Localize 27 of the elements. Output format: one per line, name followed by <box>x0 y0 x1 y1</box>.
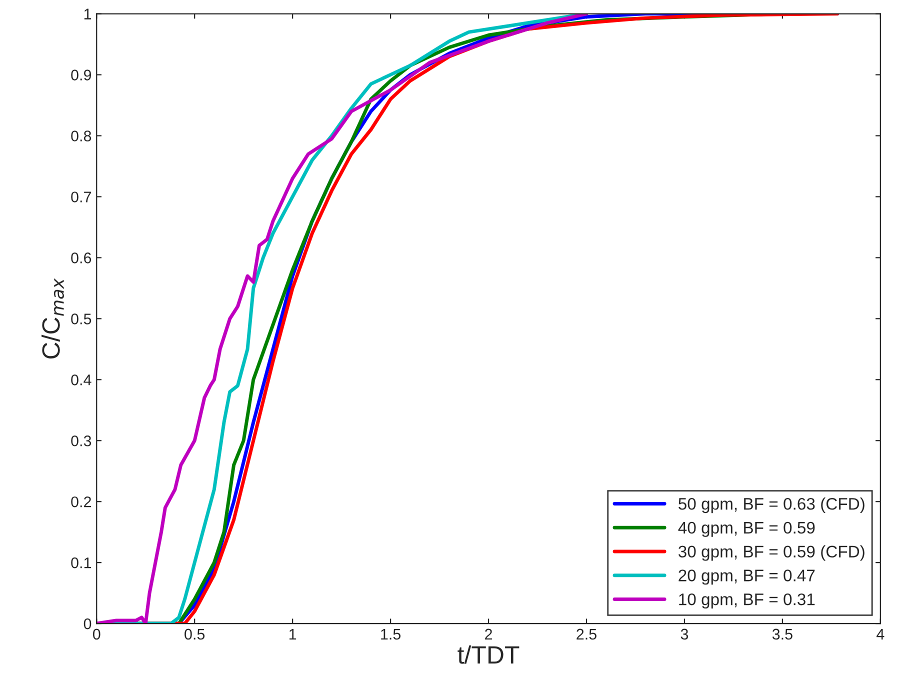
legend-label: 10 gpm, BF = 0.31 <box>679 593 815 609</box>
x-tick-label: 3.5 <box>772 628 792 640</box>
y-tick-label: 0.5 <box>71 314 92 324</box>
x-tick-label: 3 <box>680 628 688 640</box>
y-axis-title: C/C$_{max}$ <box>42 278 64 359</box>
y-tick-label: 0.3 <box>71 435 92 446</box>
x-tick-label: 2 <box>485 628 492 640</box>
y-tick-label: 0.7 <box>71 192 91 202</box>
y-tick-label: 0.9 <box>71 70 92 80</box>
x-tick-label: 1 <box>289 628 296 640</box>
y-tick-label: 0.6 <box>71 252 92 264</box>
x-tick-label: 1.5 <box>381 628 401 640</box>
y-tick-label: 0.2 <box>71 496 91 508</box>
y-tick-label: 0 <box>84 618 92 630</box>
y-tick-label: 0.8 <box>71 130 92 142</box>
x-tick-label: 0 <box>92 628 100 640</box>
x-tick-label: 2.5 <box>576 628 596 640</box>
legend-label: 40 gpm, BF = 0.59 <box>678 522 815 537</box>
x-tick-label: 4 <box>876 628 884 640</box>
legend-label: 20 gpm, BF = 0.47 <box>678 570 815 585</box>
legend-label: 30 gpm, BF = 0.59 (CFD) <box>678 545 864 561</box>
y-tick-label: 0.1 <box>71 557 92 568</box>
y-tick-label: 0.4 <box>71 374 92 386</box>
y-tick-label: 1 <box>84 8 92 20</box>
x-tick-label: 0.5 <box>184 628 205 640</box>
legend-label: 50 gpm, BF = 0.63 (CFD) <box>678 498 864 514</box>
x-axis-title: t/TDT <box>458 645 520 664</box>
